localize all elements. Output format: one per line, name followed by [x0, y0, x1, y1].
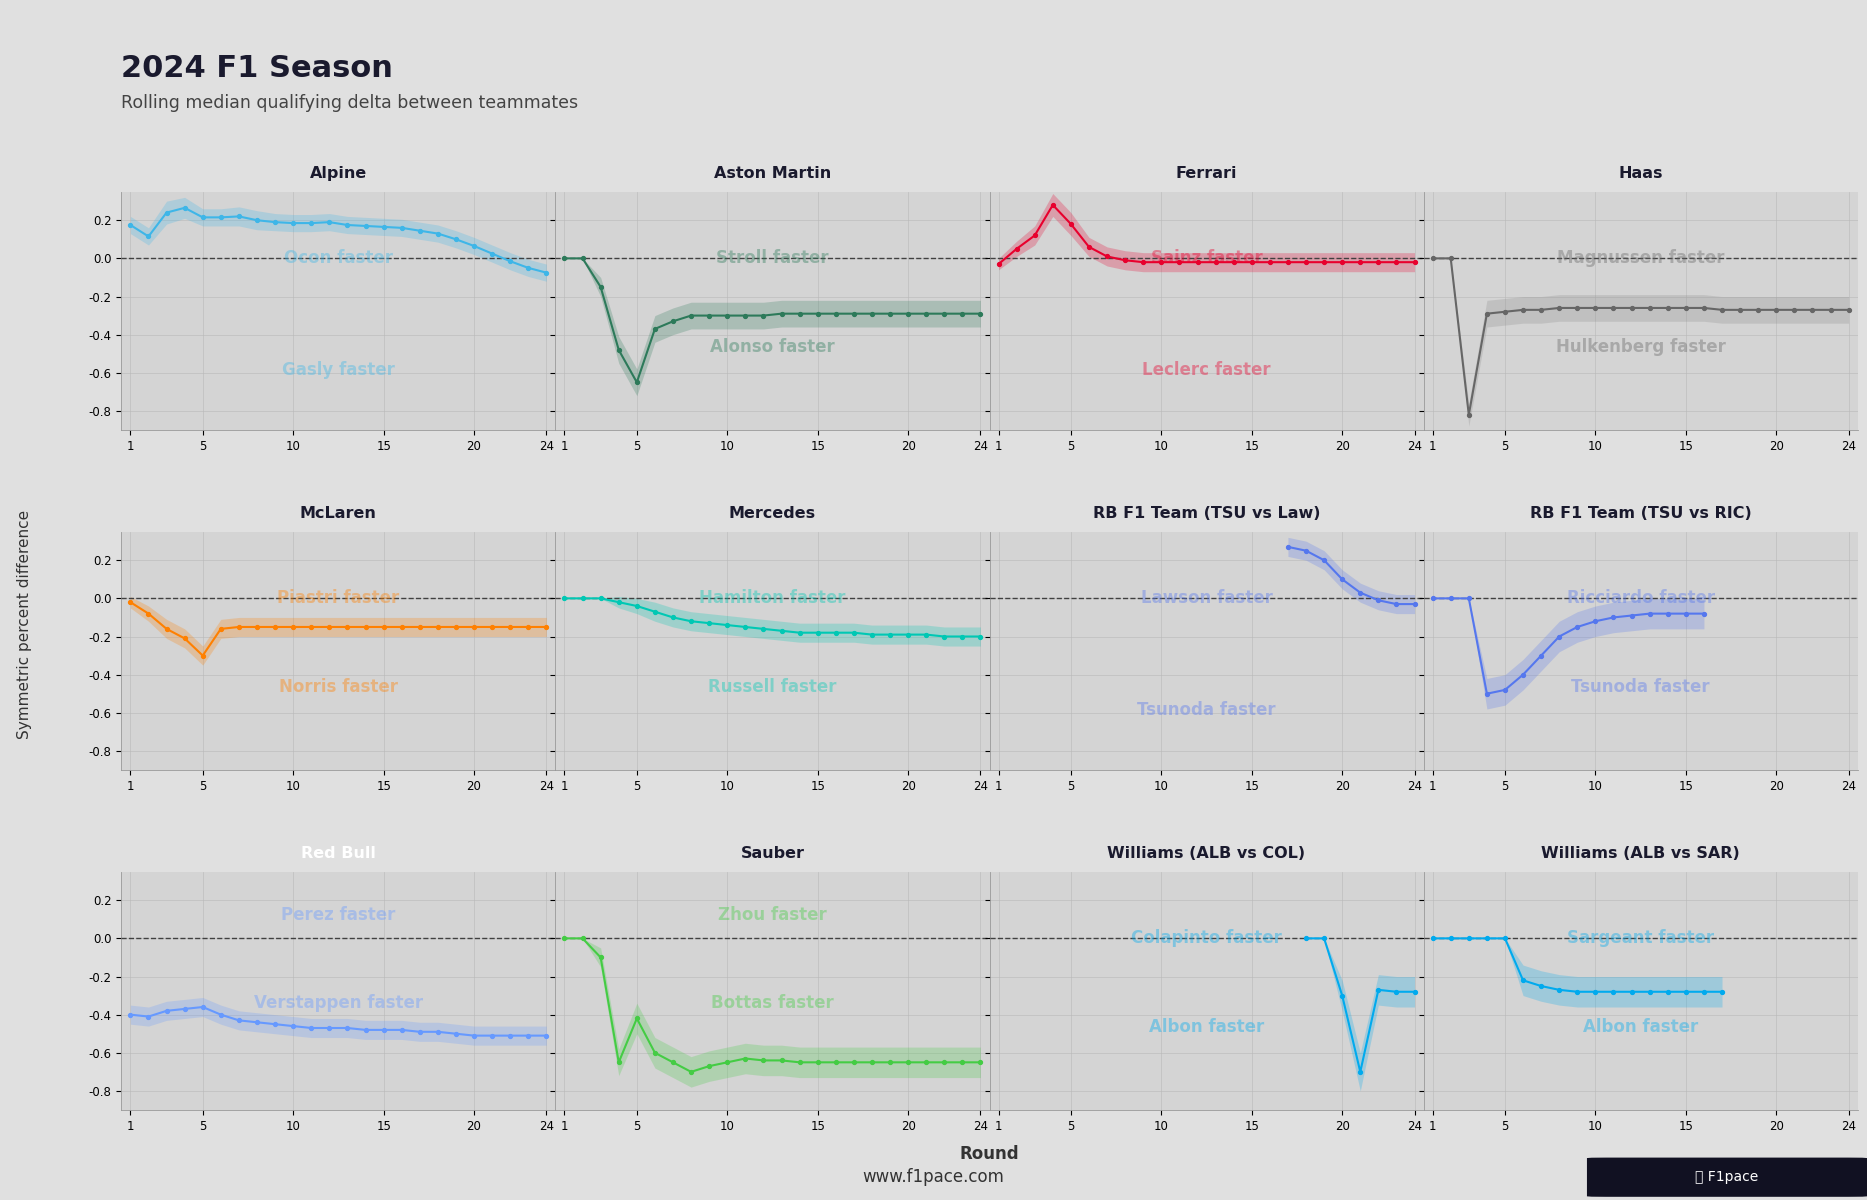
Text: Albon faster: Albon faster — [1583, 1018, 1699, 1036]
Text: Magnussen faster: Magnussen faster — [1557, 250, 1725, 268]
Text: Sargeant faster: Sargeant faster — [1566, 929, 1714, 947]
Text: Hulkenberg faster: Hulkenberg faster — [1555, 337, 1725, 355]
Text: Rolling median qualifying delta between teammates: Rolling median qualifying delta between … — [121, 94, 579, 112]
Text: Tsunoda faster: Tsunoda faster — [1572, 678, 1710, 696]
Text: Williams (ALB vs SAR): Williams (ALB vs SAR) — [1542, 846, 1740, 862]
Text: 🏁 F1pace: 🏁 F1pace — [1695, 1170, 1759, 1184]
Text: RB F1 Team (TSU vs RIC): RB F1 Team (TSU vs RIC) — [1529, 506, 1751, 521]
Text: Colapinto faster: Colapinto faster — [1131, 929, 1283, 947]
FancyBboxPatch shape — [1587, 1158, 1867, 1196]
Text: Stroll faster: Stroll faster — [717, 250, 829, 268]
Text: Williams (ALB vs COL): Williams (ALB vs COL) — [1107, 846, 1305, 862]
Text: Alonso faster: Alonso faster — [709, 337, 835, 355]
Text: Alpine: Alpine — [310, 167, 368, 181]
Text: Haas: Haas — [1619, 167, 1663, 181]
Text: Round: Round — [960, 1145, 1019, 1164]
Text: Mercedes: Mercedes — [728, 506, 816, 521]
Text: Russell faster: Russell faster — [708, 678, 836, 696]
Text: Sauber: Sauber — [741, 846, 805, 862]
Text: Perez faster: Perez faster — [282, 906, 396, 924]
Text: RB F1 Team (TSU vs Law): RB F1 Team (TSU vs Law) — [1092, 506, 1320, 521]
Text: Zhou faster: Zhou faster — [719, 906, 827, 924]
Text: www.f1pace.com: www.f1pace.com — [863, 1169, 1004, 1186]
Text: Symmetric percent difference: Symmetric percent difference — [17, 510, 32, 738]
Text: Verstappen faster: Verstappen faster — [254, 994, 424, 1012]
Text: Tsunoda faster: Tsunoda faster — [1137, 702, 1275, 720]
Text: Leclerc faster: Leclerc faster — [1143, 361, 1271, 379]
Text: Ferrari: Ferrari — [1176, 167, 1238, 181]
Text: Hamilton faster: Hamilton faster — [700, 589, 846, 607]
Text: Aston Martin: Aston Martin — [713, 167, 831, 181]
Text: Red Bull: Red Bull — [301, 846, 375, 862]
Text: McLaren: McLaren — [301, 506, 377, 521]
Text: Piastri faster: Piastri faster — [278, 589, 400, 607]
Text: Lawson faster: Lawson faster — [1141, 589, 1273, 607]
Text: Albon faster: Albon faster — [1148, 1018, 1264, 1036]
Text: Gasly faster: Gasly faster — [282, 361, 394, 379]
Text: Ricciardo faster: Ricciardo faster — [1566, 589, 1714, 607]
Text: Ocon faster: Ocon faster — [284, 250, 392, 268]
Text: Sainz faster: Sainz faster — [1150, 250, 1262, 268]
Text: 2024 F1 Season: 2024 F1 Season — [121, 54, 394, 83]
Text: Norris faster: Norris faster — [278, 678, 398, 696]
Text: Bottas faster: Bottas faster — [711, 994, 835, 1012]
